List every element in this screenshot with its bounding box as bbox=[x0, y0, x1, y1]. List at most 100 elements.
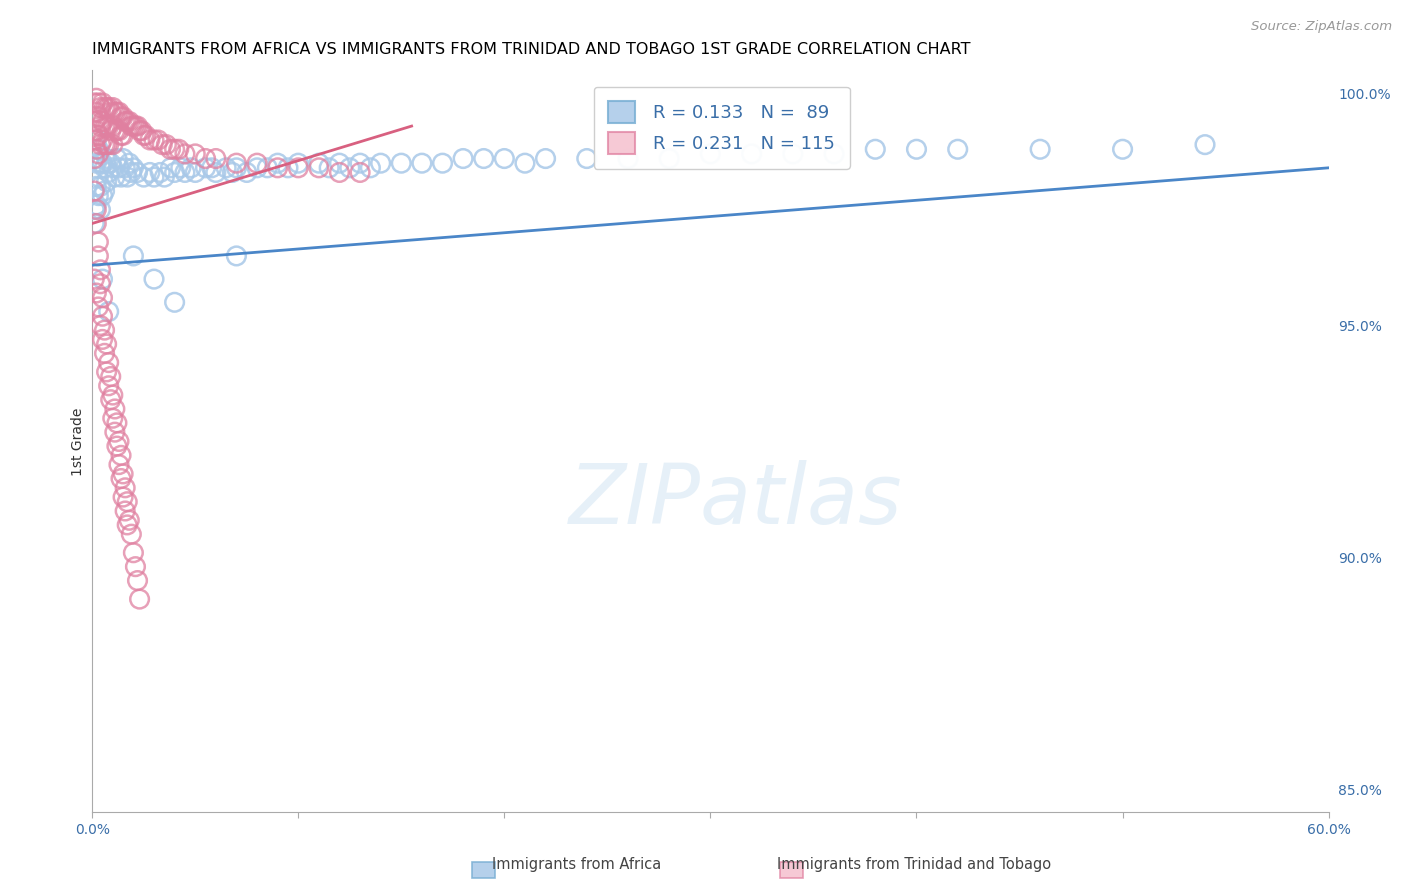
Text: Source: ZipAtlas.com: Source: ZipAtlas.com bbox=[1251, 20, 1392, 33]
Point bbox=[370, 156, 392, 170]
Point bbox=[163, 165, 186, 179]
Point bbox=[131, 124, 153, 138]
Point bbox=[87, 147, 110, 161]
Point bbox=[184, 165, 207, 179]
Point bbox=[105, 416, 128, 430]
Point bbox=[91, 188, 114, 202]
Point bbox=[84, 217, 107, 231]
Point bbox=[89, 179, 111, 194]
Point bbox=[132, 170, 155, 185]
Point bbox=[139, 165, 162, 179]
Point bbox=[865, 142, 887, 156]
Point bbox=[100, 105, 122, 120]
Point bbox=[87, 249, 110, 263]
Point bbox=[93, 119, 115, 133]
Point bbox=[174, 165, 197, 179]
Point bbox=[135, 128, 157, 143]
Point bbox=[782, 147, 804, 161]
Point bbox=[127, 119, 149, 133]
Point bbox=[143, 133, 166, 147]
Point bbox=[256, 161, 278, 175]
Point bbox=[96, 152, 118, 166]
Point bbox=[91, 272, 114, 286]
Point bbox=[349, 156, 371, 170]
Point bbox=[318, 161, 340, 175]
Point bbox=[308, 156, 330, 170]
Point bbox=[617, 152, 640, 166]
Point bbox=[87, 110, 110, 124]
Point bbox=[110, 471, 132, 485]
Point bbox=[112, 467, 135, 481]
Point bbox=[1111, 142, 1133, 156]
Point bbox=[84, 105, 107, 120]
Point bbox=[127, 165, 149, 179]
Point bbox=[432, 156, 454, 170]
Point bbox=[170, 161, 193, 175]
Point bbox=[122, 161, 145, 175]
Point bbox=[97, 119, 120, 133]
Text: Immigrants from Africa: Immigrants from Africa bbox=[492, 857, 661, 872]
Point bbox=[118, 156, 141, 170]
Point bbox=[91, 156, 114, 170]
Text: IMMIGRANTS FROM AFRICA VS IMMIGRANTS FROM TRINIDAD AND TOBAGO 1ST GRADE CORRELAT: IMMIGRANTS FROM AFRICA VS IMMIGRANTS FRO… bbox=[93, 42, 970, 57]
Point bbox=[115, 517, 138, 532]
Point bbox=[359, 161, 381, 175]
Point bbox=[83, 217, 105, 231]
Point bbox=[108, 124, 131, 138]
Point bbox=[91, 95, 114, 110]
Point bbox=[87, 188, 110, 202]
Point bbox=[83, 272, 105, 286]
Legend: R = 0.133   N =  89, R = 0.231   N = 115: R = 0.133 N = 89, R = 0.231 N = 115 bbox=[593, 87, 849, 169]
Point bbox=[328, 156, 350, 170]
Point bbox=[246, 161, 269, 175]
Point bbox=[246, 156, 269, 170]
Point bbox=[84, 179, 107, 194]
Point bbox=[89, 202, 111, 217]
Point bbox=[83, 152, 105, 166]
Point bbox=[104, 170, 127, 185]
Point bbox=[91, 291, 114, 305]
Point bbox=[96, 337, 118, 351]
Point bbox=[105, 105, 128, 120]
Point bbox=[149, 165, 172, 179]
Point bbox=[205, 152, 228, 166]
Point bbox=[110, 128, 132, 143]
Point bbox=[110, 170, 132, 185]
Point bbox=[112, 110, 135, 124]
Point bbox=[112, 152, 135, 166]
Point bbox=[87, 235, 110, 249]
Point bbox=[84, 156, 107, 170]
Point bbox=[180, 161, 202, 175]
Point bbox=[139, 133, 162, 147]
Point bbox=[93, 137, 115, 152]
Point bbox=[534, 152, 557, 166]
Point bbox=[87, 300, 110, 314]
Point bbox=[112, 128, 135, 143]
Point bbox=[83, 184, 105, 198]
Point bbox=[124, 119, 146, 133]
Point bbox=[108, 434, 131, 449]
Point bbox=[89, 277, 111, 291]
Point bbox=[153, 170, 176, 185]
Point bbox=[150, 137, 173, 152]
Point bbox=[91, 114, 114, 128]
Point bbox=[89, 137, 111, 152]
Point bbox=[143, 170, 166, 185]
Point bbox=[84, 202, 107, 217]
Point bbox=[104, 401, 127, 416]
Point bbox=[97, 137, 120, 152]
Point bbox=[84, 286, 107, 301]
Point bbox=[339, 161, 361, 175]
Point bbox=[1194, 137, 1216, 152]
Point bbox=[87, 95, 110, 110]
Point bbox=[494, 152, 516, 166]
Point bbox=[132, 128, 155, 143]
Point bbox=[120, 527, 142, 541]
Point bbox=[100, 156, 122, 170]
Point bbox=[225, 156, 247, 170]
Point bbox=[114, 114, 136, 128]
Point bbox=[699, 147, 721, 161]
Point bbox=[658, 152, 681, 166]
Point bbox=[221, 165, 243, 179]
Point bbox=[389, 156, 412, 170]
